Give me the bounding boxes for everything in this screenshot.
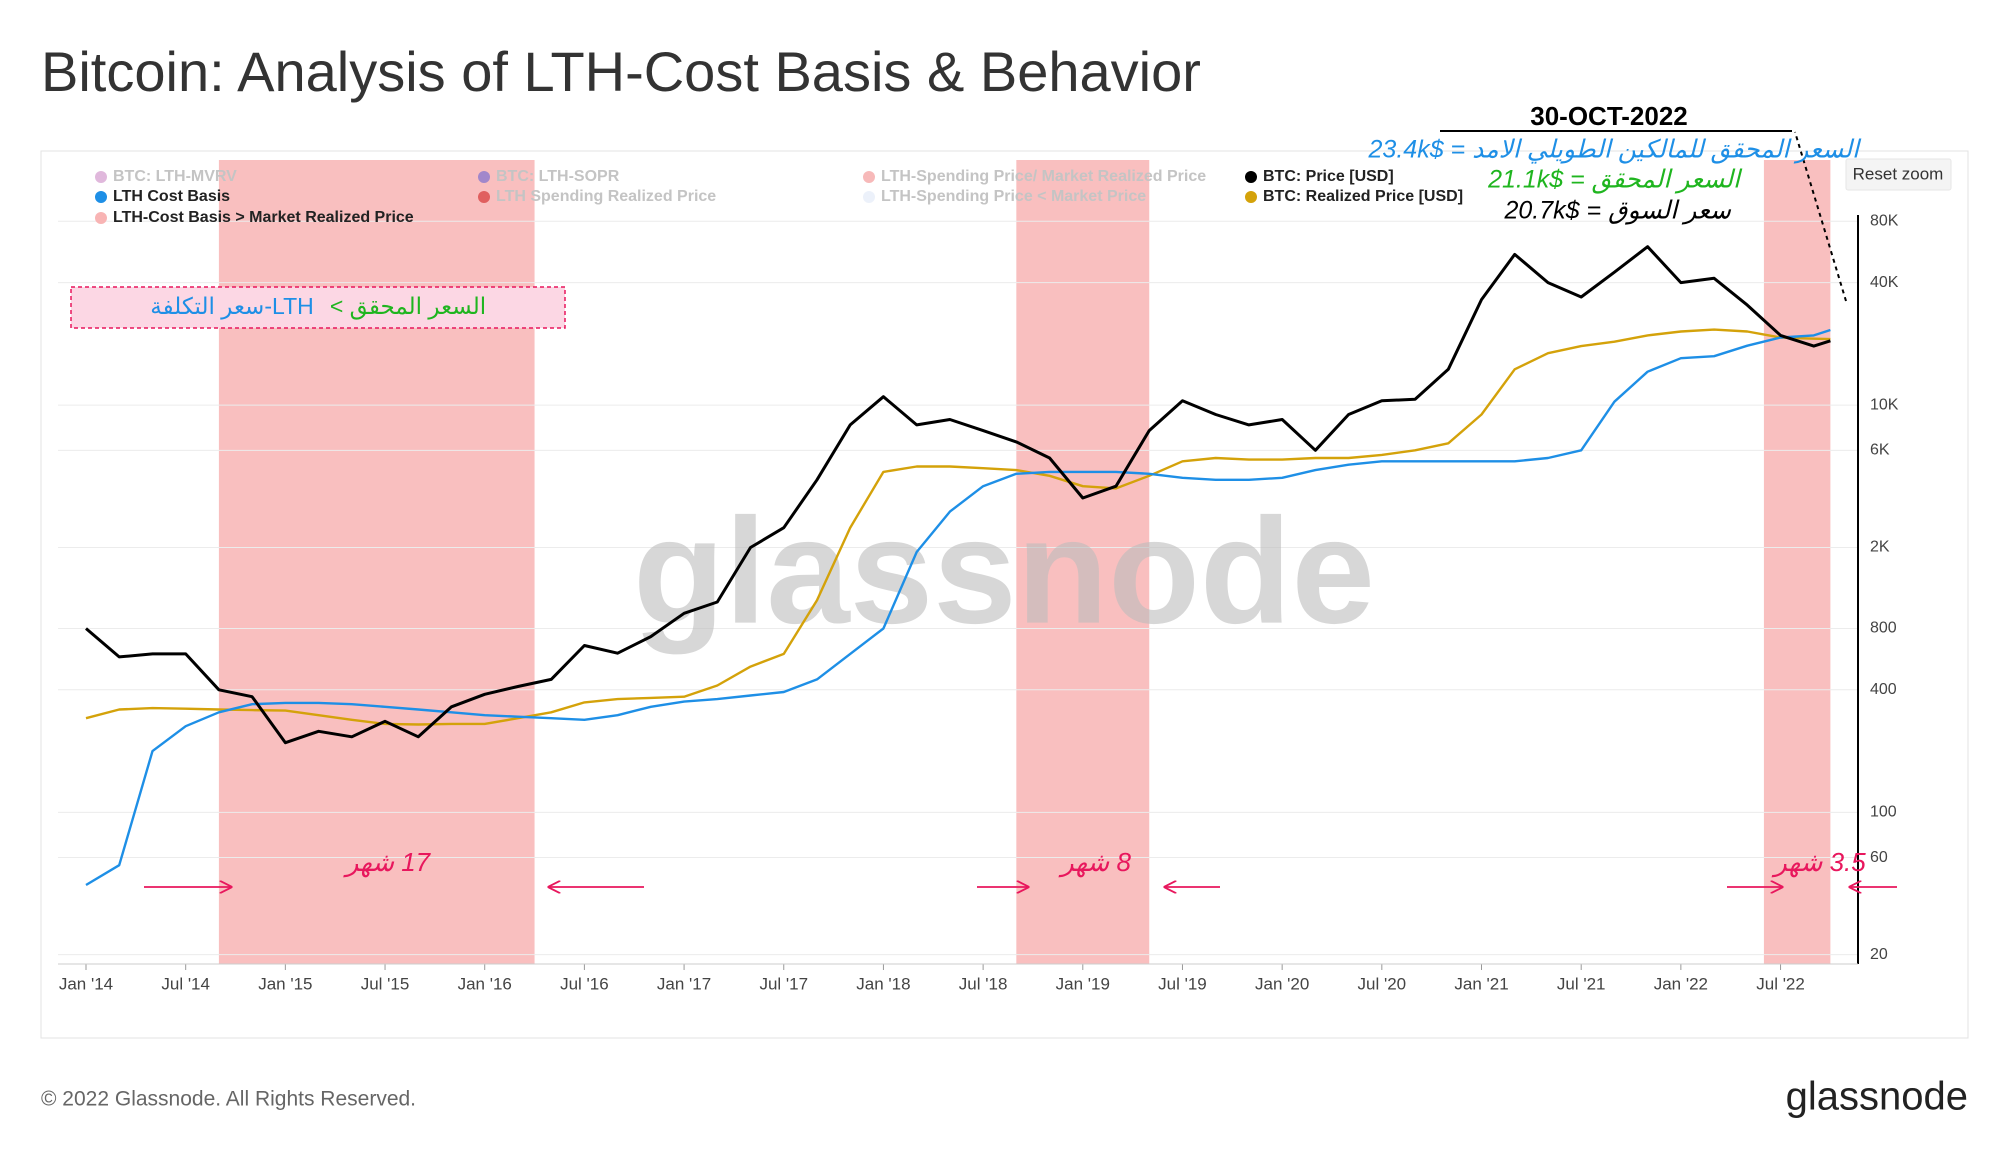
- note-realized: السعر المحقق >: [330, 293, 486, 320]
- x-tick-label: Jan '16: [458, 974, 512, 993]
- legend-marker: [1245, 191, 1257, 203]
- y-tick-label: 400: [1870, 681, 1897, 698]
- legend-marker: [1245, 171, 1257, 183]
- x-tick-label: Jul '21: [1557, 974, 1606, 993]
- chart-frame: [40, 150, 1969, 1039]
- x-tick-label: Jan '15: [258, 974, 312, 993]
- y-tick-label: 6K: [1870, 442, 1890, 459]
- y-tick-label: 20: [1870, 946, 1888, 963]
- band: [1763, 160, 1831, 964]
- watermark: glassnode: [633, 487, 1375, 655]
- legend-marker: [863, 171, 875, 183]
- x-tick-label: Jan '17: [657, 974, 711, 993]
- legend-label: LTH-Cost Basis > Market Realized Price: [113, 209, 414, 226]
- reset-zoom-label[interactable]: Reset zoom: [1853, 164, 1944, 183]
- legend-marker: [863, 191, 875, 203]
- y-tick-label: 2K: [1870, 539, 1890, 556]
- legend-label: BTC: LTH-SOPR: [496, 168, 620, 185]
- x-tick-label: Jan '21: [1454, 974, 1508, 993]
- legend-marker: [95, 212, 107, 224]
- band: [218, 160, 535, 964]
- annotation-date: 30-OCT-2022: [1530, 101, 1688, 131]
- legend-marker: [95, 191, 107, 203]
- x-tick-label: Jul '17: [759, 974, 808, 993]
- y-tick-label: 40K: [1870, 274, 1899, 291]
- band: [1016, 160, 1150, 964]
- legend-label: BTC: Realized Price [USD]: [1263, 188, 1463, 205]
- x-tick-label: Jul '18: [959, 974, 1008, 993]
- x-tick-label: Jul '16: [560, 974, 609, 993]
- y-tick-label: 80K: [1870, 213, 1899, 230]
- legend-label: LTH-Spending Price < Market Price: [881, 188, 1146, 205]
- y-tick-label: 60: [1870, 849, 1888, 866]
- x-tick-label: Jul '20: [1358, 974, 1407, 993]
- y-tick-label: 10K: [1870, 396, 1899, 413]
- legend-marker: [478, 171, 490, 183]
- legend-marker: [95, 171, 107, 183]
- annotation-market: سعر السوق = $20.7k: [1504, 197, 1733, 226]
- y-tick-label: 100: [1870, 804, 1897, 821]
- annotation-realized: السعر المحقق = $21.1k: [1487, 166, 1743, 195]
- copyright: © 2022 Glassnode. All Rights Reserved.: [41, 1088, 416, 1111]
- legend-label: LTH Cost Basis: [113, 188, 230, 205]
- legend-label: BTC: Price [USD]: [1263, 168, 1394, 185]
- lines-layer: [85, 245, 1831, 887]
- x-tick-label: Jan '22: [1654, 974, 1708, 993]
- legend-label: BTC: LTH-MVRV: [113, 168, 237, 185]
- duration-label: 8 شهر: [1058, 847, 1131, 878]
- series-line: [85, 245, 1831, 745]
- duration-label: 3.5 شهر: [1771, 847, 1866, 878]
- series-line: [85, 328, 1831, 887]
- x-tick-label: Jan '14: [59, 974, 113, 993]
- annotation-lth: السعر المحقق للمالكين الطويلي الامد = $2…: [1368, 136, 1863, 165]
- x-tick-label: Jul '22: [1756, 974, 1805, 993]
- y-tick-label: 800: [1870, 620, 1897, 637]
- x-tick-label: Jan '18: [856, 974, 910, 993]
- axes-layer: 20 60 100 400 800 2K 6K 10K 40K 80K Jan '14 Jul '14…: [58, 213, 1899, 993]
- legend: BTC: LTH-MVRV BTC: LTH-SOPR LTH-Spending P…: [95, 168, 1463, 226]
- duration-label: 17 شهر: [343, 847, 432, 878]
- reset-zoom-button[interactable]: Reset zoom: [1845, 158, 1952, 191]
- x-tick-label: Jan '20: [1255, 974, 1309, 993]
- logo: glassnode: [1786, 1075, 1968, 1119]
- x-tick-label: Jan '19: [1056, 974, 1110, 993]
- note-lth: LTH-سعر التكلفة: [150, 293, 313, 320]
- grid-layer: [58, 220, 1858, 956]
- pointer-line: [1794, 131, 1847, 302]
- x-tick-label: Jul '15: [361, 974, 410, 993]
- legend-label: LTH Spending Realized Price: [496, 188, 716, 205]
- legend-marker: [478, 191, 490, 203]
- chart-title: Bitcoin: Analysis of LTH-Cost Basis & Be…: [41, 40, 1201, 103]
- legend-label: LTH-Spending Price/ Market Realized Pric…: [881, 168, 1206, 185]
- x-tick-label: Jul '19: [1158, 974, 1207, 993]
- x-tick-label: Jul '14: [161, 974, 210, 993]
- note-box: [70, 286, 566, 329]
- reset-zoom-bg[interactable]: [1845, 158, 1952, 191]
